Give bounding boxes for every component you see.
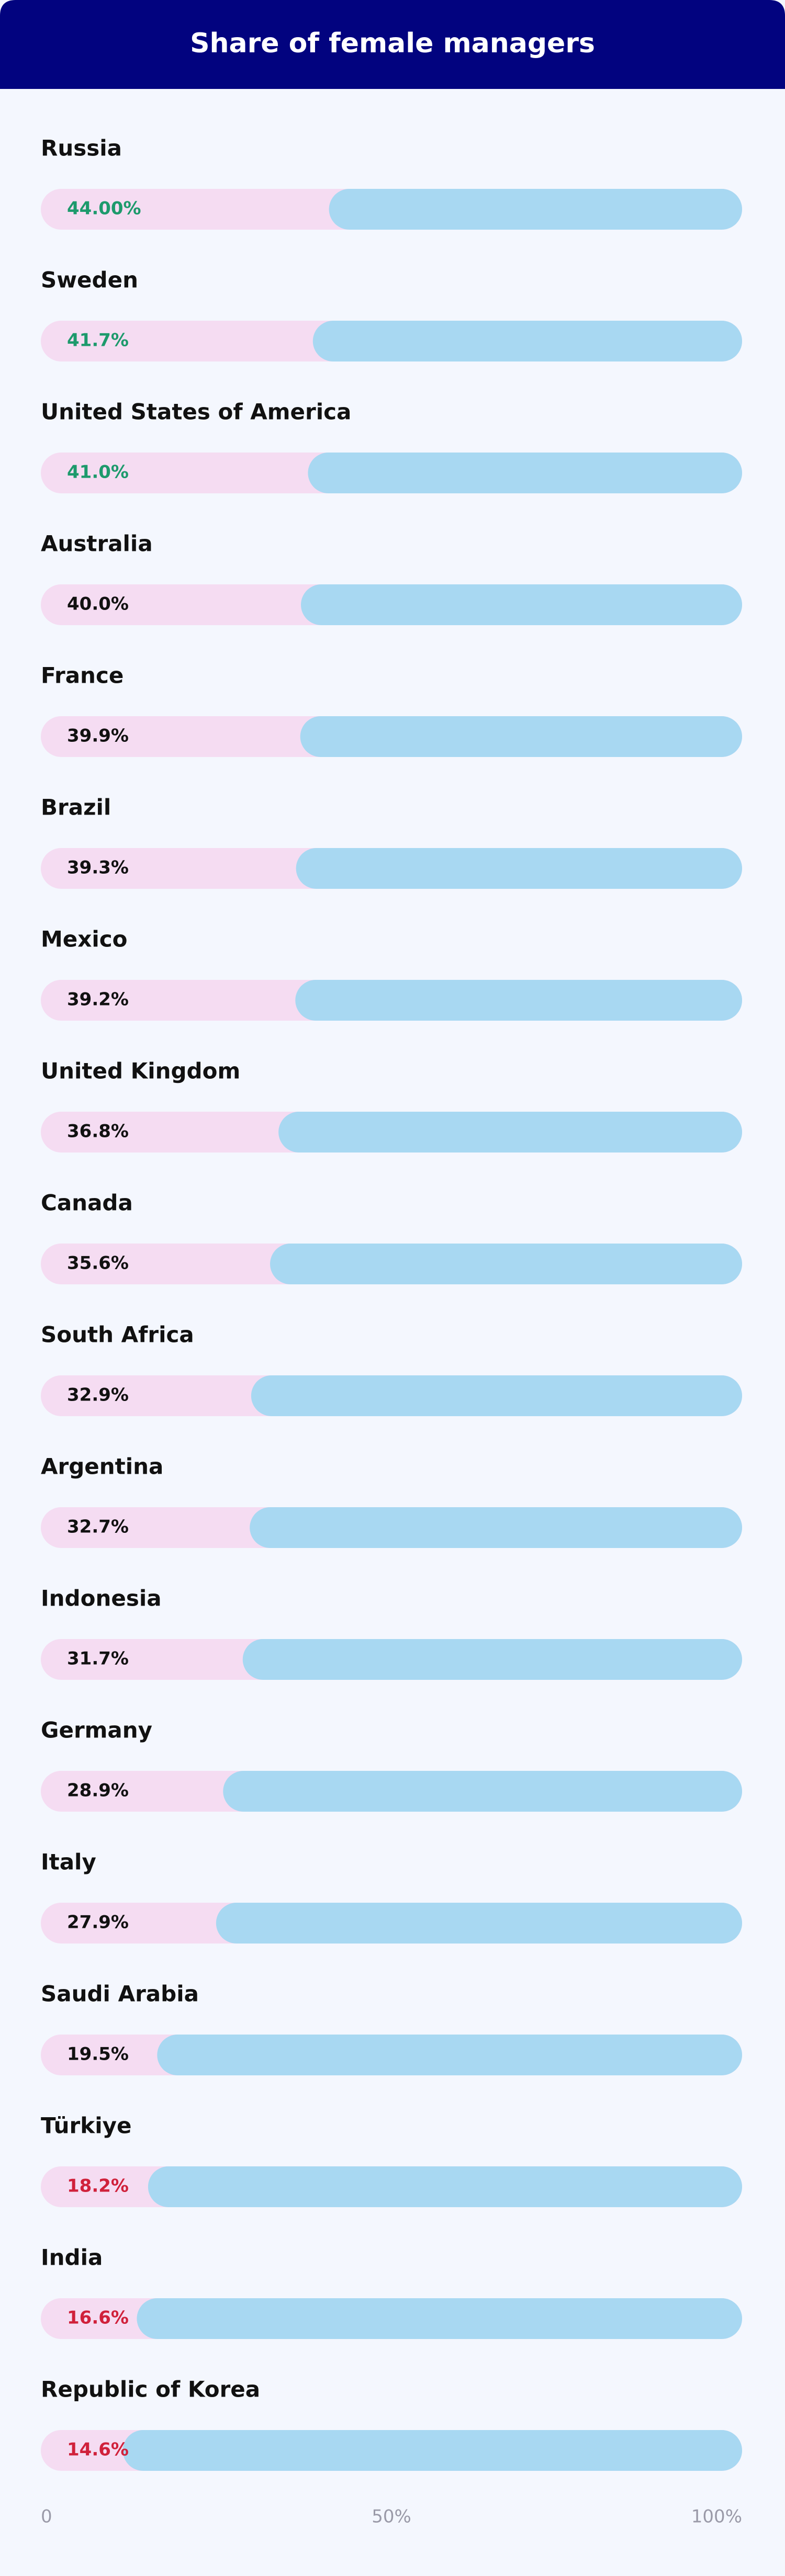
x-tick-label: 0	[41, 2506, 52, 2527]
category-label: Brazil	[41, 795, 111, 820]
category-label: Sweden	[41, 267, 138, 293]
bar	[157, 2035, 742, 2075]
bar	[295, 980, 742, 1021]
chart-title: Share of female managers	[190, 28, 595, 59]
category-label: France	[41, 663, 124, 688]
category-label: United States of America	[41, 399, 351, 425]
category-label: Republic of Korea	[41, 2377, 260, 2402]
value-label: 41.0%	[67, 462, 129, 483]
bar	[296, 848, 742, 889]
value-label: 39.2%	[67, 989, 129, 1010]
category-label: South Africa	[41, 1322, 194, 1348]
category-label: Italy	[41, 1849, 96, 1875]
bar	[300, 716, 742, 757]
value-label: 19.5%	[67, 2044, 129, 2065]
value-label: 40.0%	[67, 594, 129, 615]
bar	[242, 1639, 742, 1680]
value-label: 41.7%	[67, 330, 129, 351]
bar	[137, 2298, 743, 2339]
x-tick-label: 50%	[372, 2506, 411, 2527]
bar	[216, 1903, 742, 1944]
bar	[122, 2430, 742, 2471]
category-label: United Kingdom	[41, 1058, 240, 1084]
value-label: 14.6%	[67, 2439, 129, 2460]
category-label: Russia	[41, 135, 122, 161]
bar	[270, 1244, 742, 1284]
bar	[223, 1771, 742, 1812]
category-label: Canada	[41, 1190, 133, 1216]
value-label: 39.9%	[67, 726, 129, 747]
header	[0, 0, 785, 89]
bar	[301, 584, 742, 625]
category-label: India	[41, 2245, 103, 2270]
bar	[148, 2166, 742, 2207]
bar	[251, 1375, 742, 1416]
category-label: Australia	[41, 531, 153, 557]
value-label: 35.6%	[67, 1253, 129, 1274]
value-label: 16.6%	[67, 2308, 129, 2329]
value-label: 18.2%	[67, 2176, 129, 2197]
x-tick-label: 100%	[691, 2506, 742, 2527]
value-label: 31.7%	[67, 1648, 129, 1669]
category-label: Germany	[41, 1718, 152, 1743]
value-label: 44.00%	[67, 198, 141, 219]
value-label: 36.8%	[67, 1121, 129, 1142]
bar	[312, 321, 742, 361]
value-label: 27.9%	[67, 1912, 129, 1933]
category-label: Saudi Arabia	[41, 1981, 199, 2007]
category-label: Argentina	[41, 1454, 163, 1479]
value-label: 39.3%	[67, 857, 129, 878]
bar	[278, 1112, 742, 1153]
bar	[250, 1507, 742, 1548]
category-label: Mexico	[41, 927, 128, 952]
bar	[329, 189, 742, 230]
category-label: Türkiye	[41, 2113, 131, 2139]
category-label: Indonesia	[41, 1586, 162, 1611]
value-label: 28.9%	[67, 1780, 129, 1801]
value-label: 32.9%	[67, 1385, 129, 1406]
bar	[308, 453, 742, 493]
value-label: 32.7%	[67, 1517, 129, 1538]
